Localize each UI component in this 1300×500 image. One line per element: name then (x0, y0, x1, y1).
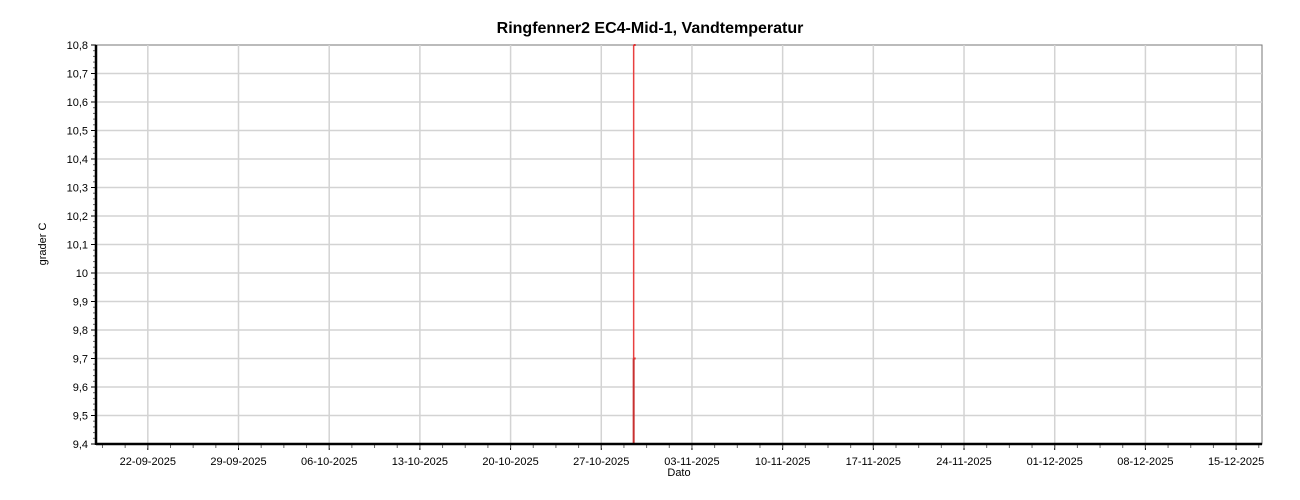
y-tick-label: 10 (76, 268, 88, 280)
x-tick-label: 24-11-2025 (936, 456, 991, 468)
y-tick-label: 10,1 (67, 240, 88, 252)
x-tick-label: 29-09-2025 (210, 456, 266, 468)
data-point (633, 357, 636, 360)
y-tick-label: 10,6 (67, 97, 88, 109)
x-tick-label: 17-11-2025 (846, 456, 901, 468)
x-axis-label: Dato (667, 467, 691, 479)
x-tick-label: 06-10-2025 (301, 456, 357, 468)
y-tick-label: 10,3 (67, 183, 88, 195)
x-tick-label: 27-10-2025 (573, 456, 629, 468)
y-tick-label: 10,8 (67, 40, 88, 52)
y-tick-label: 10,4 (67, 154, 88, 166)
y-tick-label: 10,2 (67, 211, 88, 223)
y-tick-label: 9,5 (73, 411, 88, 423)
y-tick-label: 10,5 (67, 126, 88, 138)
y-tick-label: 9,8 (73, 325, 88, 337)
y-tick-label: 9,7 (73, 354, 88, 366)
y-tick-label: 9,4 (73, 439, 88, 451)
x-tick-label: 08-12-2025 (1117, 456, 1173, 468)
y-tick-label: 9,6 (73, 382, 88, 394)
chart-title: Ringfenner2 EC4-Mid-1, Vandtemperatur (496, 20, 804, 37)
y-tick-label: 10,7 (67, 69, 88, 81)
x-tick-label: 15-12-2025 (1208, 456, 1264, 468)
x-tick-label: 13-10-2025 (392, 456, 448, 468)
x-tick-label: 03-11-2025 (664, 456, 719, 468)
x-tick-label: 20-10-2025 (482, 456, 538, 468)
y-tick-label: 9,9 (73, 297, 88, 309)
x-tick-label: 01-12-2025 (1027, 456, 1083, 468)
data-point (633, 44, 636, 46)
x-tick-label: 22-09-2025 (120, 456, 176, 468)
x-tick-label: 10-11-2025 (755, 456, 810, 468)
